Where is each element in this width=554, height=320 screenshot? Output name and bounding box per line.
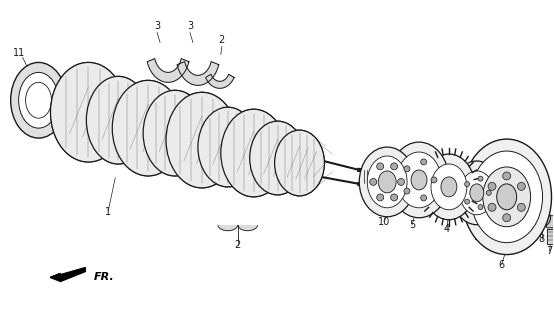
Circle shape (431, 177, 437, 183)
Ellipse shape (86, 76, 150, 164)
Circle shape (404, 166, 410, 172)
Circle shape (465, 199, 470, 204)
Ellipse shape (143, 90, 207, 176)
Text: FR.: FR. (93, 273, 114, 283)
Ellipse shape (112, 80, 184, 176)
Ellipse shape (275, 130, 325, 196)
Ellipse shape (250, 121, 305, 195)
Circle shape (377, 194, 384, 201)
Circle shape (404, 188, 410, 194)
Ellipse shape (537, 214, 546, 222)
Polygon shape (206, 74, 234, 88)
Ellipse shape (483, 167, 531, 227)
Circle shape (502, 214, 511, 222)
Ellipse shape (25, 82, 52, 118)
Ellipse shape (86, 76, 150, 164)
Text: 8: 8 (538, 234, 545, 244)
Circle shape (377, 163, 384, 170)
Circle shape (478, 204, 483, 210)
Polygon shape (238, 226, 258, 231)
Ellipse shape (166, 92, 238, 188)
Ellipse shape (112, 80, 184, 176)
Ellipse shape (50, 62, 126, 162)
Polygon shape (177, 62, 219, 85)
Text: 3: 3 (187, 20, 193, 31)
Ellipse shape (470, 184, 484, 202)
Circle shape (465, 181, 470, 187)
Circle shape (370, 179, 377, 185)
Ellipse shape (143, 90, 207, 176)
Ellipse shape (441, 177, 457, 197)
Ellipse shape (530, 201, 536, 209)
Text: 3: 3 (154, 20, 160, 31)
Text: 5: 5 (409, 220, 415, 230)
Ellipse shape (452, 161, 502, 225)
Text: 4: 4 (444, 224, 450, 234)
Circle shape (391, 163, 398, 170)
Bar (530, 205, 536, 225)
Ellipse shape (532, 209, 551, 227)
Ellipse shape (360, 147, 415, 217)
Ellipse shape (166, 92, 238, 188)
Ellipse shape (462, 139, 552, 255)
Text: 9: 9 (530, 232, 536, 242)
Ellipse shape (411, 170, 427, 190)
Text: 5: 5 (474, 232, 480, 242)
Ellipse shape (431, 164, 467, 210)
Ellipse shape (460, 171, 494, 215)
Ellipse shape (19, 72, 59, 128)
Polygon shape (543, 216, 554, 228)
Ellipse shape (378, 171, 396, 193)
Circle shape (502, 172, 511, 180)
Circle shape (517, 203, 525, 211)
Circle shape (420, 159, 427, 165)
Ellipse shape (497, 184, 517, 210)
Text: 2: 2 (235, 240, 241, 250)
Circle shape (488, 182, 496, 190)
Ellipse shape (198, 107, 258, 187)
Ellipse shape (275, 130, 325, 196)
Ellipse shape (198, 107, 258, 187)
Circle shape (478, 176, 483, 181)
Polygon shape (547, 229, 554, 244)
Text: 7: 7 (546, 245, 553, 256)
Text: 10: 10 (378, 217, 391, 227)
Text: 11: 11 (13, 48, 25, 59)
Circle shape (420, 195, 427, 201)
Circle shape (488, 203, 496, 211)
Ellipse shape (50, 62, 126, 162)
Ellipse shape (471, 151, 542, 243)
Text: 2: 2 (219, 35, 225, 44)
Ellipse shape (250, 121, 305, 195)
Circle shape (517, 182, 525, 190)
Ellipse shape (389, 142, 449, 218)
Ellipse shape (397, 152, 441, 208)
Polygon shape (218, 226, 238, 231)
Polygon shape (147, 59, 189, 82)
Circle shape (398, 179, 404, 185)
Ellipse shape (11, 62, 66, 138)
Circle shape (391, 194, 398, 201)
Ellipse shape (423, 154, 475, 220)
Ellipse shape (221, 109, 286, 197)
Circle shape (486, 190, 491, 195)
Text: 6: 6 (499, 260, 505, 269)
Ellipse shape (367, 156, 407, 208)
Polygon shape (50, 268, 85, 282)
Ellipse shape (221, 109, 286, 197)
Text: 1: 1 (105, 207, 111, 217)
